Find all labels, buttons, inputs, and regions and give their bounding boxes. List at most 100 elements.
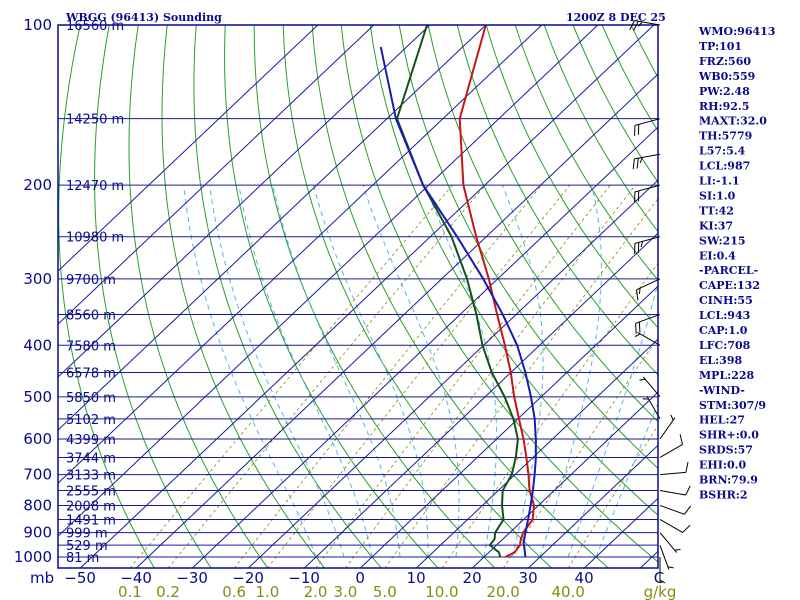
height-label: 5850 m xyxy=(66,391,116,406)
temperature-unit-label: C xyxy=(654,569,664,587)
height-label: 9700 m xyxy=(66,273,116,288)
isotherm xyxy=(471,391,658,568)
wind-barb xyxy=(659,504,692,515)
mixing-ratio-label: 0.2 xyxy=(156,583,180,600)
dry-adiabat xyxy=(161,25,326,568)
wind-barb xyxy=(634,184,661,203)
moist-adiabat xyxy=(539,184,602,558)
dry-adiabat xyxy=(456,25,658,376)
wind-barb-staff xyxy=(634,236,661,244)
wind-barb xyxy=(659,557,666,584)
index-item: SRDS:57 xyxy=(699,444,753,457)
wind-barb-staff xyxy=(659,532,678,553)
background-lines xyxy=(58,25,658,568)
height-label: 999 m xyxy=(66,527,108,542)
wind-barb-half-feather xyxy=(638,288,641,294)
wind-barb-full-feather xyxy=(633,20,639,31)
wind-barb-full-feather xyxy=(629,20,635,31)
temperature-label: 10 xyxy=(407,569,426,587)
index-item: FRZ:560 xyxy=(699,55,751,68)
wind-barb xyxy=(634,236,661,254)
wind-barb-half-feather xyxy=(634,333,641,338)
isotherm xyxy=(58,25,431,378)
isotherm xyxy=(135,73,658,568)
pressure-label-200: 200 xyxy=(23,176,52,194)
index-item: SI:1.0 xyxy=(699,189,736,202)
wind-barb-half-feather xyxy=(667,566,674,569)
index-item: BRN:79.9 xyxy=(699,474,758,487)
height-label: 16560 m xyxy=(66,19,124,34)
pressure-label-900: 900 xyxy=(23,524,52,542)
index-item: TT:42 xyxy=(699,204,734,217)
isotherm xyxy=(359,285,658,568)
wind-barb-staff xyxy=(659,544,670,570)
index-item: KI:37 xyxy=(699,219,733,232)
pressure-label-700: 700 xyxy=(23,466,52,484)
wind-barb-half-feather xyxy=(640,241,644,248)
wind-barb-staff xyxy=(635,313,661,324)
pressure-unit-label: mb xyxy=(30,569,54,587)
isotherm xyxy=(58,25,543,484)
height-label: 3744 m xyxy=(66,451,116,466)
wind-barb-full-feather xyxy=(632,158,635,170)
height-labels: 16560 m 14250 m 12470 m 10980 m 9700 m 8560 m… xyxy=(66,19,124,566)
dry-adiabat xyxy=(128,25,269,568)
index-item: BSHR:2 xyxy=(699,488,748,501)
indices-panel: WMO:96413 TP:101 FRZ:560 WB0:559 PW:2.48 RH:9… xyxy=(698,25,775,501)
isotherm xyxy=(58,25,487,431)
isotherm xyxy=(191,126,658,568)
mixing-ratio-unit-label: g/kg xyxy=(644,583,677,600)
height-label: 1491 m xyxy=(66,513,116,528)
mixing-ratio-line xyxy=(167,184,486,568)
temperature-label: −10 xyxy=(288,569,320,587)
height-label: 7580 m xyxy=(66,339,116,354)
wind-barb-staff xyxy=(659,444,683,458)
isotherm xyxy=(527,444,658,568)
index-item: MPL:228 xyxy=(699,369,755,382)
pressure-label-300: 300 xyxy=(23,270,52,288)
dry-adiabat xyxy=(485,25,658,329)
index-item: L57:5.4 xyxy=(699,145,746,158)
height-label: 4399 m xyxy=(66,433,116,448)
height-label: 6578 m xyxy=(66,367,116,382)
profile-parcel xyxy=(379,46,537,558)
wind-barb-staff xyxy=(659,519,683,533)
wind-barb xyxy=(659,485,691,496)
height-label: 5102 m xyxy=(66,413,116,428)
height-label: 14250 m xyxy=(66,113,124,128)
index-item: LCL:987 xyxy=(699,160,750,173)
index-item: CAP:1.0 xyxy=(699,324,748,337)
wind-barb-full-feather xyxy=(638,321,641,333)
mixing-ratio-line xyxy=(315,184,611,568)
mixing-ratio-line xyxy=(233,184,542,568)
wind-barb xyxy=(635,278,661,301)
wind-barb-staff xyxy=(642,376,661,398)
pressure-label-100: 100 xyxy=(23,16,52,34)
station-title: WBGG (96413) Sounding xyxy=(65,11,222,24)
dry-adiabat xyxy=(253,25,496,568)
pressure-label-1000: 1000 xyxy=(14,548,52,566)
wind-barb xyxy=(659,414,676,440)
dry-adiabat xyxy=(514,25,658,281)
isotherm xyxy=(303,232,658,568)
wind-barb xyxy=(629,19,661,31)
wind-barb xyxy=(635,313,661,334)
index-item: RH:92.5 xyxy=(699,100,749,113)
mixing-ratio-line xyxy=(129,184,453,568)
wind-barb-staff xyxy=(659,504,685,515)
index-item: EHI:0.0 xyxy=(699,459,746,472)
wind-barb xyxy=(659,462,689,476)
temperature-label: 30 xyxy=(519,569,538,587)
wind-barb-staff xyxy=(636,278,661,291)
mixing-ratio-label: 10.0 xyxy=(425,583,458,600)
temperature-label: 20 xyxy=(463,569,482,587)
mixing-ratio-label: 3.0 xyxy=(333,583,357,600)
index-item: -WIND- xyxy=(699,384,745,397)
temperature-label: −50 xyxy=(64,569,96,587)
pressure-label-400: 400 xyxy=(23,336,52,354)
wind-barbs xyxy=(629,19,692,584)
index-item: EI:0.4 xyxy=(699,249,736,262)
pressure-axis-labels: 100 200 300 400 500 600 700 800 900 1000 mb xyxy=(14,16,54,587)
isobars xyxy=(58,25,658,558)
wind-barb-full-feather xyxy=(635,289,639,301)
